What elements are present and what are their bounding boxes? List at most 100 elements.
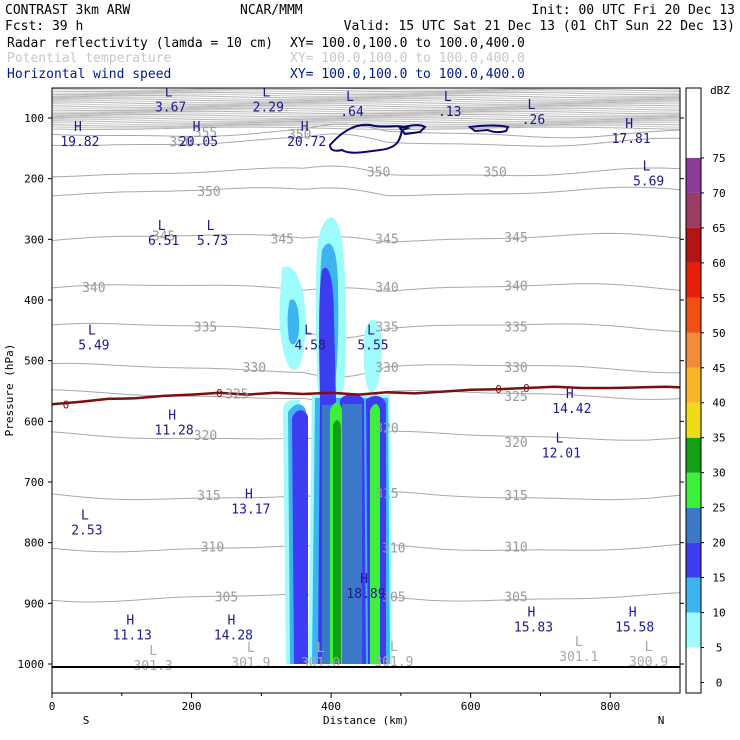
y-tick-label: 1000: [18, 658, 45, 671]
wind-extremum-kind: L: [207, 219, 215, 234]
wind-extremum-value: 5.55: [357, 338, 388, 353]
colorbar-swatch: [686, 332, 701, 368]
wind-extremum-value: 11.13: [113, 628, 152, 643]
wind-extremum-value: 14.42: [552, 402, 591, 417]
theta-band-line: [52, 98, 680, 102]
wind-extremum-value: .26: [522, 113, 545, 128]
colorbar-label: 35: [712, 432, 725, 445]
colorbar-label: 50: [712, 327, 725, 340]
wind-speed-contour: [328, 123, 411, 154]
y-axis: 100 200 300 400 500 600 700 800 900 1000: [18, 112, 684, 671]
colorbar-swatch: [686, 262, 701, 298]
surface-theta-value: 301.0: [301, 656, 340, 671]
theta-label: 345: [504, 231, 527, 246]
wind-extremum-kind: L: [528, 98, 536, 113]
reflectivity-cell: [287, 299, 300, 345]
theta-label: 320: [194, 429, 217, 444]
wind-extremum-kind: L: [165, 86, 173, 101]
colorbar-label: 30: [712, 467, 725, 480]
theta-label: 310: [504, 541, 527, 556]
reflectivity-shading: [279, 217, 392, 664]
theta-label: 315: [197, 489, 220, 504]
theta-contour-line: [52, 165, 680, 178]
theta-label: 320: [375, 422, 398, 437]
surface-theta-kind: L: [645, 640, 653, 655]
surface-theta-value: 301.1: [559, 650, 598, 665]
theta-label: 355: [194, 126, 217, 141]
theta-band-line: [52, 112, 680, 116]
wind-extremum-value: 14.28: [214, 628, 253, 643]
wind-extremum-value: 15.58: [615, 621, 654, 636]
x-axis-left-end: S: [83, 714, 90, 727]
freezing-level-label: 0: [495, 383, 502, 396]
theta-label: 315: [504, 489, 527, 504]
colorbar-label: 45: [712, 362, 725, 375]
surface-theta-kind: L: [317, 641, 325, 656]
theta-band-line: [52, 91, 680, 96]
theta-label: 340: [504, 280, 527, 295]
y-tick-label: 100: [24, 112, 44, 125]
y-tick-label: 700: [24, 476, 44, 489]
wind-contours: [328, 123, 510, 154]
colorbar-swatch: [686, 437, 701, 473]
theta-band-line: [52, 99, 680, 104]
theta-label: 350: [197, 185, 220, 200]
wind-extremum-value: 5.69: [633, 175, 664, 190]
colorbar-swatch: [686, 192, 701, 228]
colorbar-swatch: [686, 472, 701, 508]
theta-band-line: [52, 95, 680, 99]
theta-band-line: [52, 101, 680, 105]
reflectivity-cell: [370, 404, 380, 664]
wind-speed-contour: [467, 124, 510, 134]
theta-label: 315: [375, 487, 398, 502]
surface-theta-kind: L: [247, 641, 255, 656]
theta-band-line: [52, 118, 680, 123]
theta-label: 325: [225, 388, 248, 403]
colorbar-label: 55: [712, 292, 725, 305]
wind-extremum-kind: L: [444, 90, 452, 105]
theta-label: 330: [375, 361, 398, 376]
surface-theta-value: 301.9: [231, 656, 270, 671]
theta-label: 350: [288, 128, 311, 143]
theta-label: 330: [504, 361, 527, 376]
theta-band-line: [52, 117, 680, 121]
wind-extremum-value: 4.58: [295, 338, 326, 353]
wind-extremum-value: 20.05: [179, 135, 218, 150]
colorbar-swatch: [686, 542, 701, 578]
colorbar-label: 65: [712, 222, 725, 235]
y-tick-label: 300: [24, 233, 44, 246]
wind-extremum-kind: H: [193, 120, 201, 135]
colorbar-label: 0: [716, 677, 723, 690]
theta-label: 310: [201, 541, 224, 556]
theta-band-line: [52, 114, 680, 118]
y-tick-label: 600: [24, 415, 44, 428]
wind-extremum-kind: L: [88, 323, 96, 338]
field-2-name: Potential temperature: [7, 51, 172, 66]
theta-band-line: [52, 88, 680, 91]
colorbar-label: 5: [716, 642, 723, 655]
colorbar-swatch: [686, 367, 701, 403]
theta-label: 305: [504, 590, 527, 605]
theta-label: 345: [271, 232, 294, 247]
colorbar-swatch: [686, 157, 701, 193]
y-axis-label: Pressure (hPa): [3, 344, 16, 437]
theta-band-line: [52, 90, 680, 94]
wind-extremum-value: 6.51: [148, 234, 179, 249]
x-axis: 0 200 400 600 800: [49, 693, 620, 713]
model-title: CONTRAST 3km ARW: [5, 3, 130, 18]
wind-extremum-kind: L: [367, 323, 375, 338]
colorbar-label: 60: [712, 257, 725, 270]
theta-contour-line: [52, 186, 680, 197]
theta-band-line: [52, 110, 680, 115]
org-title: NCAR/MMM: [240, 3, 303, 18]
theta-label: 305: [215, 590, 238, 605]
theta-label: 330: [243, 361, 266, 376]
colorbar-swatch: [686, 227, 701, 263]
theta-band-line: [52, 120, 680, 124]
field-1-name: Radar reflectivity (lamda = 10 cm): [7, 36, 273, 51]
field-3-name: Horizontal wind speed: [7, 67, 171, 82]
theta-label: 335: [194, 320, 217, 335]
field-3-xy: XY= 100.0,100.0 to 100.0,400.0: [290, 67, 525, 82]
wind-extremum-kind: H: [625, 117, 633, 132]
